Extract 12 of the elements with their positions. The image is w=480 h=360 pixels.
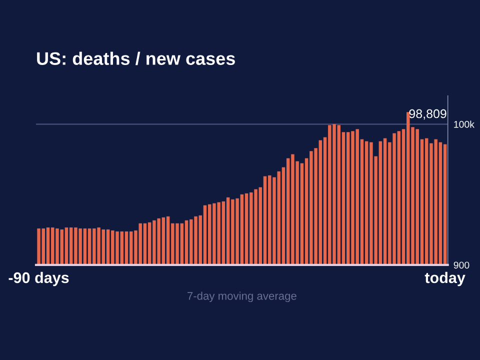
bar [124, 231, 128, 265]
x-tick-label: -90 days [8, 272, 69, 286]
x-axis-title: 7-day moving average [188, 292, 296, 302]
y-tick-label: 900 [454, 262, 470, 269]
bar [46, 227, 50, 265]
x-tick-label: today [424, 272, 466, 286]
chart-title: US: deaths / new cases [37, 52, 235, 66]
bar [203, 205, 207, 265]
bar [263, 176, 267, 265]
y-tick-label: 100k [454, 120, 474, 128]
bar [443, 144, 447, 265]
bar [184, 220, 188, 265]
